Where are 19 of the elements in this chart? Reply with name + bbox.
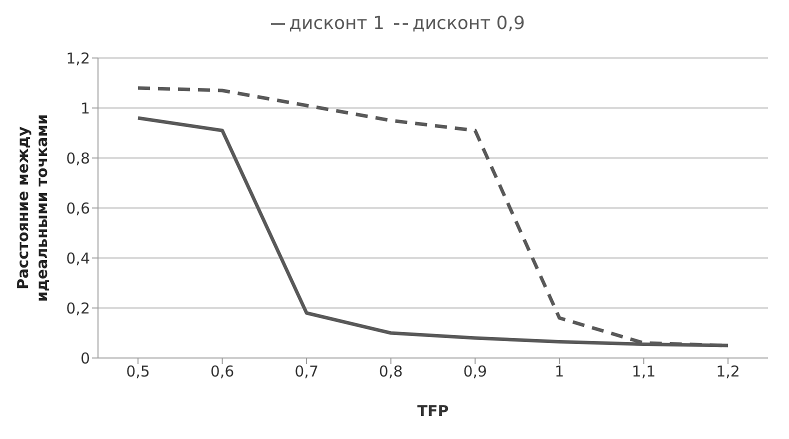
x-tick-label: 1 xyxy=(554,362,564,381)
y-tick-label: 1 xyxy=(80,99,90,118)
y-tick-label: 1,2 xyxy=(66,49,90,68)
legend-label: дисконт 0,9 xyxy=(412,13,525,34)
x-tick-label: 0,7 xyxy=(294,362,318,381)
y-tick-label: 0,2 xyxy=(66,299,90,318)
y-tick-label: 0 xyxy=(80,349,90,368)
x-tick-label: 1,2 xyxy=(716,362,740,381)
x-tick-label: 1,1 xyxy=(632,362,656,381)
y-tick-label: 0,8 xyxy=(66,149,90,168)
x-tick-label: 0,9 xyxy=(463,362,488,381)
x-tick-label: 0,8 xyxy=(378,362,403,381)
x-axis-title: TFP xyxy=(417,402,449,420)
y-axis-title: Расстояние между идеальными точками xyxy=(14,114,51,302)
y-tick-label: 0,6 xyxy=(66,199,90,218)
legend-label: дисконт 1 xyxy=(289,13,384,34)
x-tick-label: 0,6 xyxy=(210,362,234,381)
y-tick-label: 0,4 xyxy=(66,249,90,268)
x-tick-label: 0,5 xyxy=(126,362,150,381)
